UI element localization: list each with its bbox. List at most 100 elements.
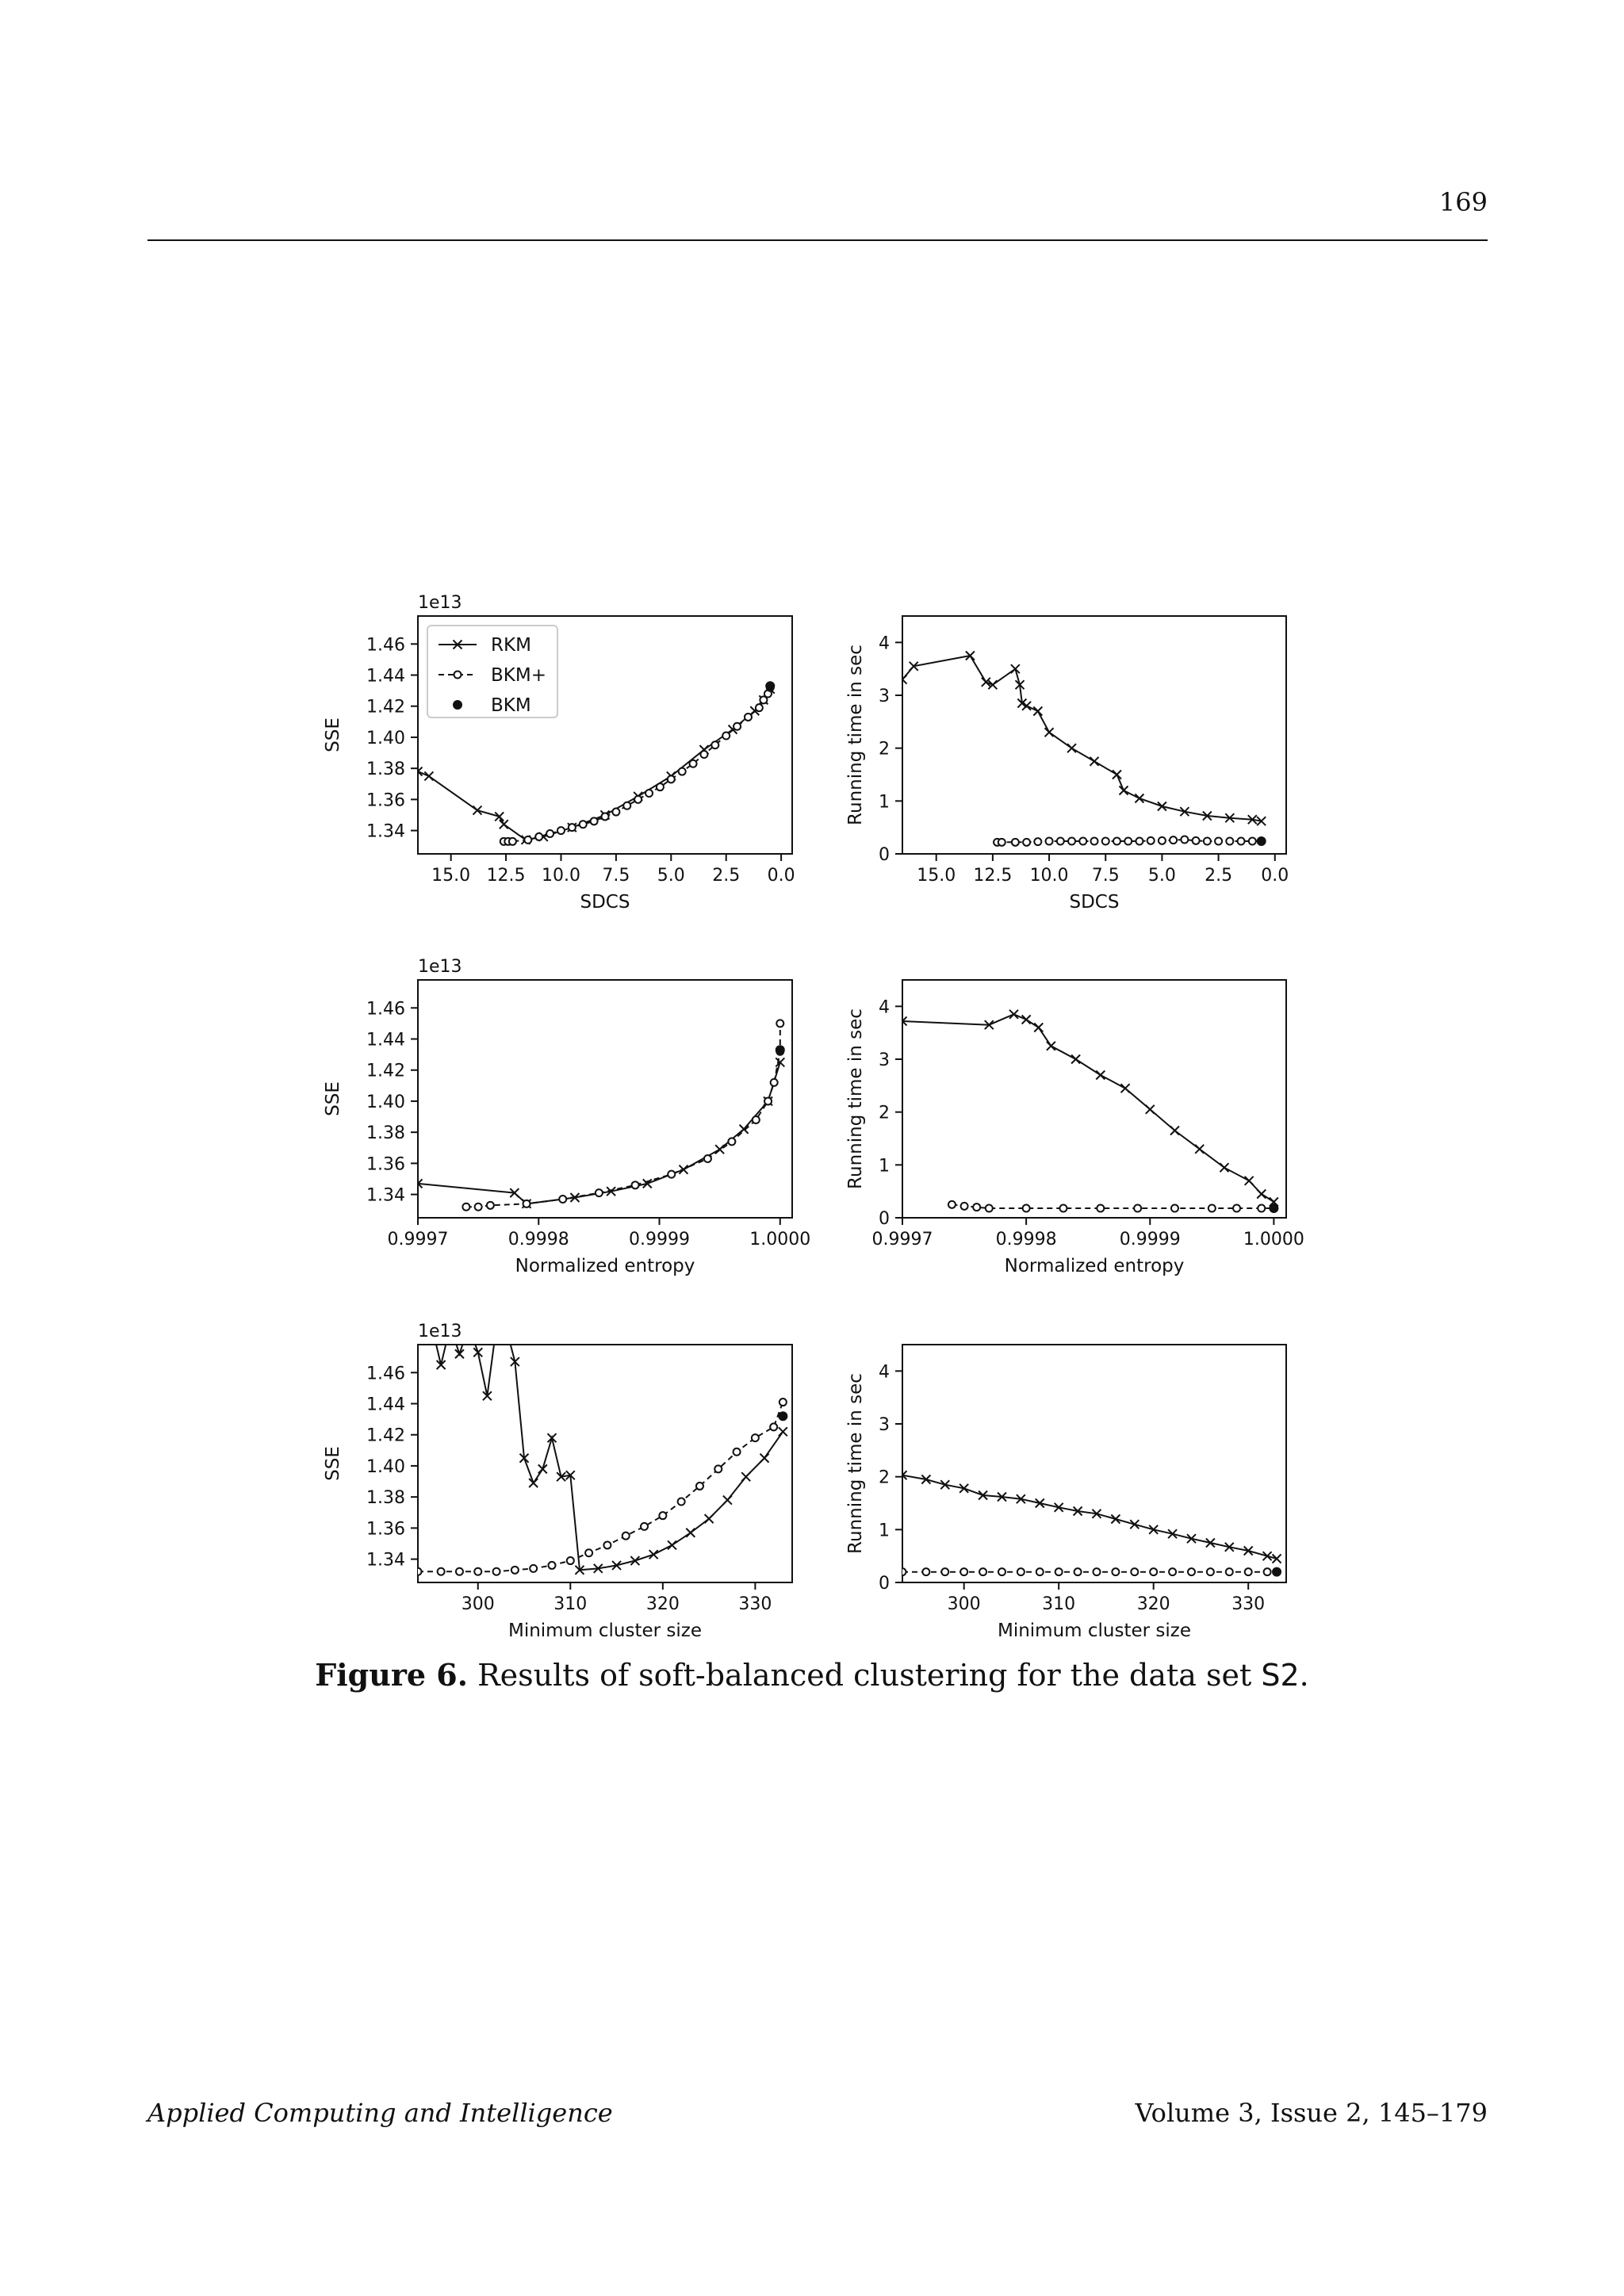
point-bkm-plus: [769, 1077, 779, 1087]
point-rkm: [499, 819, 509, 829]
point-rkm: [473, 1347, 483, 1358]
series-line-rkm: [902, 1013, 1274, 1203]
point-rkm: [519, 1452, 530, 1464]
point-bkm-plus: [600, 812, 610, 821]
y-tick-label: 1.42: [366, 698, 405, 718]
y-tick-label: 0: [879, 1209, 890, 1229]
point-bkm-plus: [510, 1565, 519, 1575]
point-rkm: [509, 1188, 520, 1198]
plot-frame: [902, 615, 1287, 855]
series-group: [902, 650, 1266, 847]
x-tick-label: 330: [738, 1594, 772, 1614]
point-rkm: [902, 674, 908, 685]
point-bkm-plus: [688, 759, 698, 768]
point-bkm-plus: [1016, 1567, 1025, 1577]
point-bkm-plus: [473, 1567, 483, 1576]
point-bkm-plus: [578, 820, 588, 829]
legend-marker-o: [453, 670, 462, 679]
point-rkm: [648, 1549, 659, 1559]
point-bkm-plus: [972, 1203, 982, 1212]
legend-label: BKM+: [491, 665, 546, 686]
point-bkm-plus: [1055, 836, 1065, 846]
point-bkm-plus: [454, 1567, 464, 1576]
point-bkm-plus: [1232, 1203, 1242, 1213]
point-bkm-plus: [1257, 1203, 1266, 1213]
y-axis-label: SSE: [323, 718, 343, 752]
point-rkm: [1224, 1542, 1235, 1552]
axis-offset-text: 1e13: [418, 593, 462, 613]
plot-frame: [417, 615, 793, 855]
point-bkm-plus: [722, 731, 731, 740]
point-rkm: [418, 766, 423, 777]
point-rkm: [902, 1016, 908, 1027]
point-bkm-plus: [492, 1567, 501, 1576]
x-tick-label: 0.0: [768, 866, 795, 886]
y-tick-label: 0: [879, 845, 890, 865]
legend-label: RKM: [491, 635, 531, 656]
point-rkm: [1157, 801, 1167, 812]
point-bkm-plus: [1112, 836, 1121, 846]
point-bkm-plus: [584, 1548, 594, 1558]
point-bkm-plus: [695, 1481, 704, 1490]
y-tick-label: 1.46: [366, 999, 405, 1019]
point-rkm: [909, 661, 919, 672]
series-line-bkm-plus: [465, 1023, 781, 1208]
point-bkm-plus: [565, 1556, 575, 1566]
x-axis-label: SDCS: [580, 892, 630, 913]
point-rkm: [965, 650, 975, 661]
point-rkm: [630, 1556, 641, 1566]
legend-box: [427, 625, 558, 718]
point-bkm-plus: [1101, 836, 1110, 846]
point-rkm: [593, 1563, 603, 1574]
point-rkm: [1120, 1083, 1131, 1093]
point-bkm-plus: [759, 695, 768, 705]
point-bkm-plus: [997, 837, 1006, 847]
point-bkm-plus: [751, 1115, 760, 1124]
point-bkm-plus: [940, 1567, 950, 1577]
chart-panel-4: 0.9997 0.9998 0.9999 1.0000 0 1 2 3 4 Normalized …: [845, 979, 1304, 1276]
point-rkm: [984, 1020, 994, 1030]
point-bkm-plus: [667, 1169, 676, 1179]
point-bkm-plus: [947, 1200, 956, 1209]
x-tick-label: 5.0: [1148, 866, 1176, 886]
point-rkm: [1071, 1054, 1081, 1065]
point-rkm: [1224, 813, 1235, 823]
point-bkm-plus: [710, 740, 720, 750]
point-bkm-plus: [1078, 836, 1088, 846]
point-bkm-plus: [1092, 1567, 1101, 1577]
y-tick-label: 1.42: [366, 1426, 405, 1446]
point-bkm-plus: [1149, 1567, 1159, 1577]
point-rkm: [738, 1124, 749, 1135]
point-bkm-plus: [1180, 835, 1189, 844]
chart-panel-1: 15.0 12.5 10.0 7.5 5.0 2.5 0.0 1.34 1.36 1.38 1.40…: [323, 593, 795, 913]
legend-marker-dot: [453, 700, 462, 710]
x-axis-label: Minimum cluster size: [998, 1621, 1191, 1641]
y-tick-label: 1.36: [366, 1519, 405, 1539]
point-rkm: [1202, 810, 1212, 821]
point-bkm-plus: [603, 1540, 612, 1550]
point-rkm: [1021, 701, 1032, 711]
point-rkm: [642, 1178, 653, 1189]
point-rkm: [546, 1433, 557, 1443]
point-bkm-plus: [1059, 1203, 1068, 1213]
point-rkm: [987, 679, 998, 690]
point-bkm-plus: [534, 832, 544, 841]
point-rkm: [494, 811, 504, 822]
point-rkm: [667, 1540, 677, 1551]
x-tick-label: 15.0: [431, 866, 470, 886]
point-bkm-plus: [436, 1567, 446, 1576]
point-bkm-plus: [1224, 1567, 1234, 1577]
point-rkm: [482, 1391, 492, 1401]
legend-label: BKM: [491, 695, 531, 716]
point-rkm: [1053, 1502, 1064, 1513]
point-bkm-plus: [1054, 1567, 1063, 1577]
y-tick-label: 1.46: [366, 635, 405, 655]
footer-volume: Volume 3, Issue 2, 145–179: [1135, 2098, 1488, 2128]
point-rkm: [1256, 816, 1266, 826]
x-tick-label: 12.5: [973, 866, 1012, 886]
x-axis-label: Minimum cluster size: [508, 1621, 702, 1641]
point-bkm-plus: [1225, 836, 1235, 846]
point-rkm: [1112, 769, 1122, 780]
point-bkm-plus: [655, 783, 665, 792]
point-rkm: [1016, 1494, 1026, 1504]
